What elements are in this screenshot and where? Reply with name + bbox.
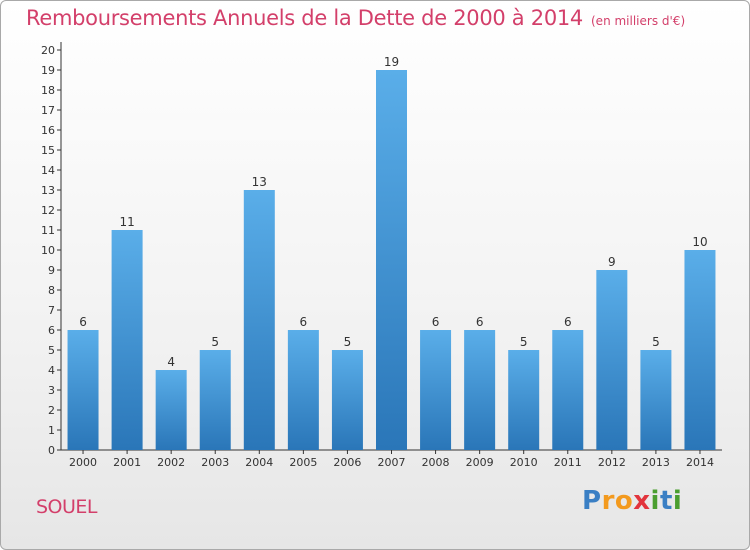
data-label-2006: 5 bbox=[344, 335, 352, 349]
x-tick-label-2006: 2006 bbox=[333, 456, 361, 469]
x-tick-label-2012: 2012 bbox=[598, 456, 626, 469]
x-tick-label-2004: 2004 bbox=[245, 456, 273, 469]
data-label-2011: 6 bbox=[564, 315, 572, 329]
y-tick-label: 19 bbox=[41, 64, 55, 77]
y-tick-label: 7 bbox=[48, 304, 55, 317]
bar-2000 bbox=[67, 330, 99, 450]
bar-2008 bbox=[420, 330, 452, 450]
data-label-2007: 19 bbox=[384, 55, 399, 69]
logo-letter: P bbox=[582, 486, 602, 516]
bar-2001 bbox=[111, 230, 143, 450]
x-tick-label-2013: 2013 bbox=[642, 456, 670, 469]
logo-letter: i bbox=[672, 486, 683, 516]
y-tick-label: 17 bbox=[41, 104, 55, 117]
x-tick-label-2011: 2011 bbox=[554, 456, 582, 469]
y-tick-label: 12 bbox=[41, 204, 55, 217]
bar-2011 bbox=[552, 330, 584, 450]
x-tick-label-2007: 2007 bbox=[378, 456, 406, 469]
bar-2003 bbox=[199, 350, 231, 450]
y-tick-label: 4 bbox=[48, 364, 55, 377]
x-tick-label-2003: 2003 bbox=[201, 456, 229, 469]
chart-title-text: Remboursements Annuels de la Dette de 20… bbox=[26, 6, 583, 30]
y-tick-label: 3 bbox=[48, 384, 55, 397]
y-tick-label: 8 bbox=[48, 284, 55, 297]
bar-2004 bbox=[243, 190, 275, 450]
chart-title: Remboursements Annuels de la Dette de 20… bbox=[26, 6, 685, 30]
bar-2010 bbox=[508, 350, 540, 450]
data-label-2000: 6 bbox=[79, 315, 87, 329]
logo-letter: x bbox=[633, 486, 651, 516]
x-tick-label-2010: 2010 bbox=[510, 456, 538, 469]
data-label-2013: 5 bbox=[652, 335, 660, 349]
chart-subtitle: (en milliers d'€) bbox=[591, 14, 686, 28]
y-tick-label: 15 bbox=[41, 144, 55, 157]
x-tick-label-2002: 2002 bbox=[157, 456, 185, 469]
logo-letter: i bbox=[650, 486, 660, 516]
data-label-2012: 9 bbox=[608, 255, 616, 269]
logo-letter: r bbox=[601, 486, 615, 516]
y-tick-label: 16 bbox=[41, 124, 55, 137]
y-tick-label: 18 bbox=[41, 84, 55, 97]
proxiti-logo: Proxiti bbox=[582, 486, 682, 516]
data-label-2010: 5 bbox=[520, 335, 528, 349]
y-tick-label: 9 bbox=[48, 264, 55, 277]
data-label-2002: 4 bbox=[167, 355, 175, 369]
x-tick-label-2000: 2000 bbox=[69, 456, 97, 469]
y-tick-label: 13 bbox=[41, 184, 55, 197]
y-tick-label: 5 bbox=[48, 344, 55, 357]
bar-2006 bbox=[331, 350, 363, 450]
data-label-2004: 13 bbox=[252, 175, 267, 189]
y-tick-label: 10 bbox=[41, 244, 55, 257]
bar-2005 bbox=[287, 330, 319, 450]
y-tick-label: 2 bbox=[48, 404, 55, 417]
y-tick-label: 11 bbox=[41, 224, 55, 237]
bar-2013 bbox=[640, 350, 672, 450]
logo-letter: t bbox=[659, 486, 673, 516]
bar-2014 bbox=[684, 250, 716, 450]
y-tick-label: 1 bbox=[48, 424, 55, 437]
bar-2007 bbox=[376, 70, 407, 450]
bar-2002 bbox=[155, 370, 187, 450]
y-tick-label: 14 bbox=[41, 164, 55, 177]
x-tick-label-2009: 2009 bbox=[466, 456, 494, 469]
data-label-2014: 10 bbox=[692, 235, 707, 249]
x-tick-label-2008: 2008 bbox=[422, 456, 450, 469]
data-label-2009: 6 bbox=[476, 315, 484, 329]
bar-2012 bbox=[596, 270, 628, 450]
commune-name: SOUEL bbox=[36, 496, 98, 518]
data-label-2005: 6 bbox=[300, 315, 308, 329]
data-label-2008: 6 bbox=[432, 315, 440, 329]
y-tick-label: 6 bbox=[48, 324, 55, 337]
bar-2009 bbox=[464, 330, 496, 450]
x-tick-label-2014: 2014 bbox=[686, 456, 714, 469]
y-tick-label: 0 bbox=[48, 444, 55, 457]
x-tick-label-2005: 2005 bbox=[289, 456, 317, 469]
data-label-2003: 5 bbox=[211, 335, 219, 349]
data-label-2001: 11 bbox=[119, 215, 134, 229]
logo-letter: o bbox=[614, 486, 634, 516]
x-tick-label-2001: 2001 bbox=[113, 456, 141, 469]
y-tick-label: 20 bbox=[41, 44, 55, 57]
